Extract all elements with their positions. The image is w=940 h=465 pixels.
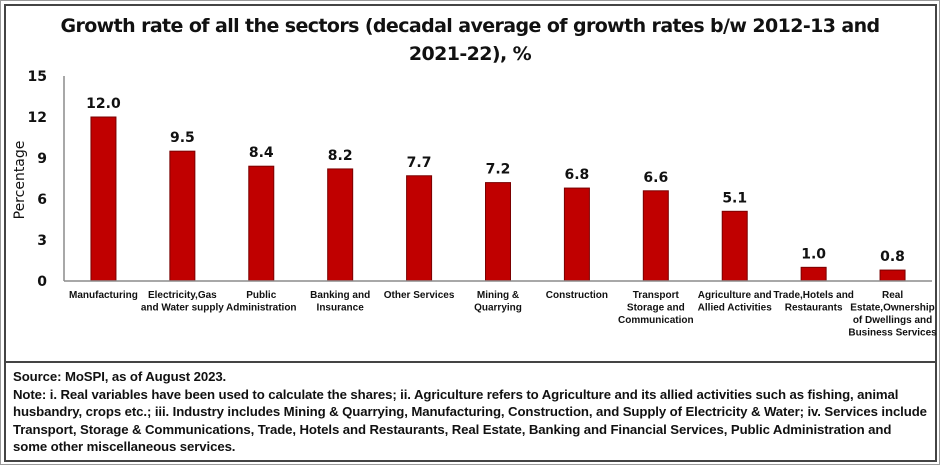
note-text: Note: i. Real variables have been used t… <box>13 386 927 455</box>
bar <box>248 165 275 282</box>
data-label: 9.5 <box>170 130 195 146</box>
y-tick-label: 15 <box>28 69 47 85</box>
data-labels: 12.0 9.5 8.4 8.2 7.7 7.2 6.8 6.6 5.1 1.0 0.8 <box>86 96 905 265</box>
category-label: Agriculture and Allied Activities <box>698 290 773 314</box>
data-label: 1.0 <box>801 246 826 262</box>
data-label: 5.1 <box>722 190 747 206</box>
bar <box>563 187 590 282</box>
bar <box>90 116 117 282</box>
data-label: 8.2 <box>328 148 353 164</box>
data-label: 7.7 <box>407 155 432 171</box>
data-label: 0.8 <box>880 249 905 265</box>
bar <box>406 175 433 282</box>
bar <box>721 210 748 282</box>
footer-divider <box>4 361 937 363</box>
y-tick-label: 0 <box>37 274 47 290</box>
data-label: 7.2 <box>486 162 511 178</box>
category-label: Electricity,Gas and Water supply <box>141 290 224 314</box>
y-tick-label: 9 <box>37 151 47 167</box>
category-label: Trade,Hotels and Restaurants <box>773 290 854 314</box>
y-tick-label: 6 <box>37 192 47 208</box>
data-label: 6.8 <box>565 167 590 183</box>
chart-title-line-2: 2021-22), % <box>408 43 532 65</box>
category-label: Manufacturing <box>69 290 138 301</box>
y-axis-ticks: 0 3 6 9 12 15 <box>28 69 48 290</box>
bar <box>169 150 196 282</box>
y-tick-label: 3 <box>37 233 47 249</box>
bar <box>800 266 827 282</box>
figure-frame <box>4 4 937 462</box>
data-label: 6.6 <box>643 170 668 186</box>
footer-notes: Source: MoSPI, as of August 2023. Note: … <box>13 368 928 456</box>
bars <box>90 116 906 282</box>
bar <box>879 269 906 282</box>
category-label: Banking and Insurance <box>310 290 370 314</box>
category-label: Construction <box>546 290 608 301</box>
source-text: Source: MoSPI, as of August 2023. <box>13 369 227 384</box>
category-label: Mining & Quarrying <box>474 290 522 314</box>
category-label: Other Services <box>384 290 455 301</box>
y-tick-label: 12 <box>28 110 47 126</box>
bar <box>485 182 511 282</box>
chart-title-line-1: Growth rate of all the sectors (decadal … <box>60 15 880 37</box>
category-label: Transport Storage and Communication <box>618 290 694 326</box>
category-labels: Manufacturing Electricity,Gas and Water su… <box>69 290 937 339</box>
data-label: 12.0 <box>86 96 121 112</box>
bar <box>327 168 354 282</box>
bar-chart: 0 3 6 9 12 15 Percentage 12.0 9.5 8.4 8.2 7.7 7.2 6… <box>12 69 937 339</box>
bar <box>642 190 669 282</box>
data-label: 8.4 <box>249 145 274 161</box>
category-label: Real Estate,Ownership of Dwellings and Busi… <box>848 290 937 339</box>
chart-title: Growth rate of all the sectors (decadal … <box>60 12 880 68</box>
y-axis-title: Percentage <box>12 141 28 220</box>
category-label: Public Administration <box>226 290 297 314</box>
